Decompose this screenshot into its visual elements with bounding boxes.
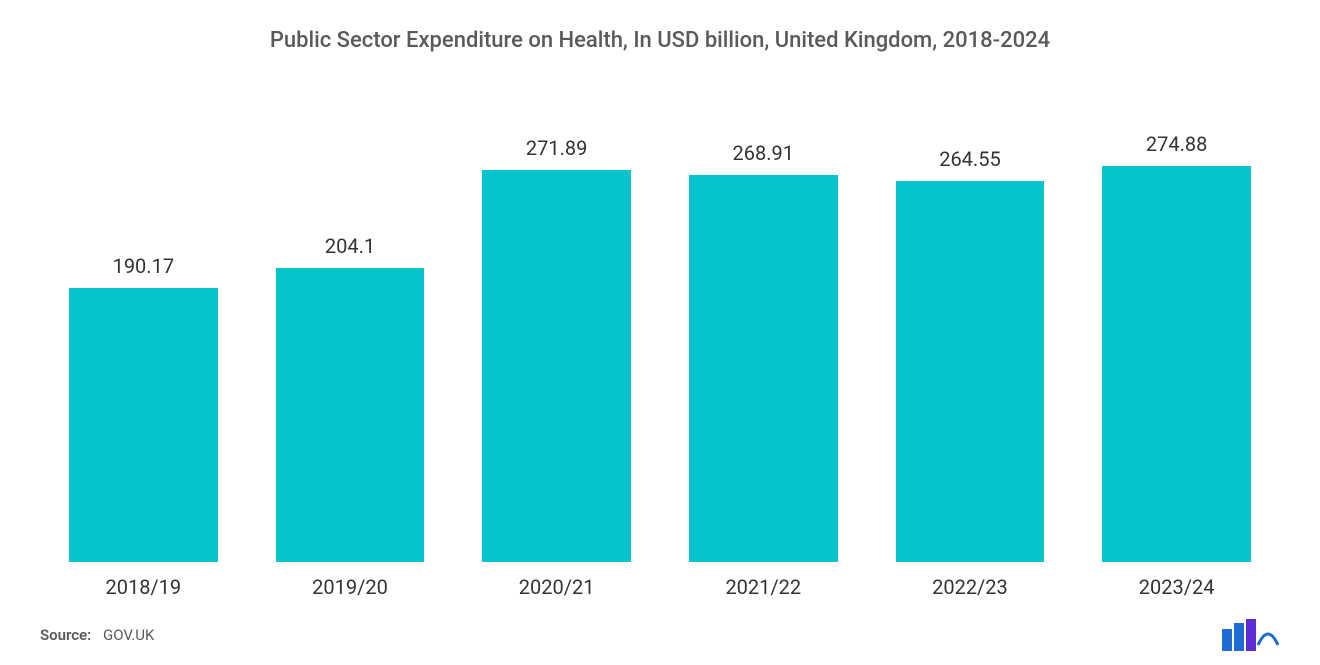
bar-group: 204.1 (247, 83, 454, 562)
source-value: GOV.UK (103, 626, 154, 644)
bar (896, 181, 1045, 562)
bar (69, 288, 218, 562)
x-axis-labels: 2018/192019/202020/212021/222022/232023/… (40, 575, 1280, 599)
bar-value-label: 204.1 (325, 234, 375, 258)
bar-value-label: 271.89 (526, 136, 587, 160)
bar-group: 264.55 (867, 83, 1074, 562)
x-axis-label: 2021/22 (660, 575, 867, 599)
logo-icon (1220, 619, 1280, 651)
x-axis-label: 2022/23 (867, 575, 1074, 599)
bar (276, 268, 425, 562)
source-line: Source: GOV.UK (40, 626, 154, 644)
brand-logo (1220, 619, 1280, 651)
source-label: Source: (40, 626, 91, 644)
chart-container: Public Sector Expenditure on Health, In … (0, 0, 1320, 665)
bar-value-label: 268.91 (733, 141, 794, 165)
chart-title: Public Sector Expenditure on Health, In … (40, 28, 1280, 53)
x-axis-label: 2018/19 (40, 575, 247, 599)
bar (1102, 166, 1251, 562)
footer-row: Source: GOV.UK (40, 619, 1280, 651)
bar (689, 175, 838, 562)
bar-group: 268.91 (660, 83, 867, 562)
plot-area: 190.17 204.1 271.89 268.91 264.55 274.88 (40, 83, 1280, 563)
x-axis-label: 2019/20 (247, 575, 454, 599)
bar (482, 170, 631, 562)
bar-value-label: 190.17 (113, 254, 174, 278)
bar-value-label: 264.55 (939, 147, 1000, 171)
bar-group: 274.88 (1073, 83, 1280, 562)
bar-group: 271.89 (453, 83, 660, 562)
bar-group: 190.17 (40, 83, 247, 562)
bar-value-label: 274.88 (1146, 132, 1207, 156)
x-axis-label: 2020/21 (453, 575, 660, 599)
x-axis-label: 2023/24 (1073, 575, 1280, 599)
